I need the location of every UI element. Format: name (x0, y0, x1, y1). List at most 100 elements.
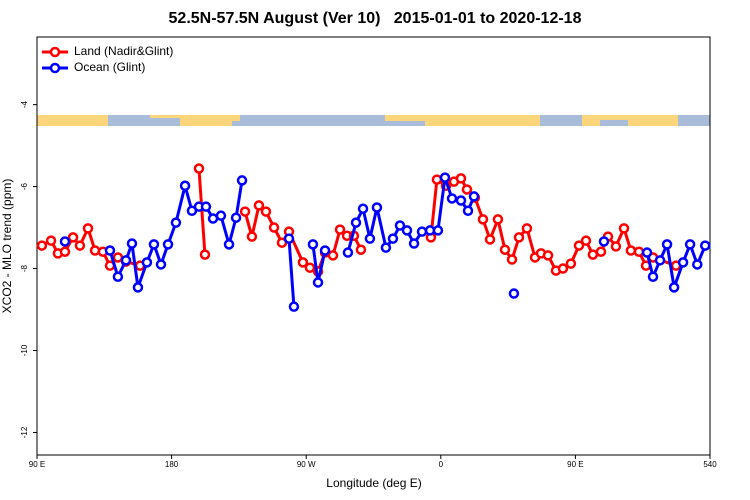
data-point (297, 257, 309, 268)
data-point (387, 233, 399, 244)
data-point (59, 246, 71, 257)
data-point (401, 225, 413, 236)
data-point (239, 206, 251, 217)
data-point (350, 217, 362, 228)
y-tick-label: -10 (20, 344, 29, 356)
data-point (462, 205, 474, 217)
series-line (197, 168, 207, 255)
legend-marker (49, 46, 61, 58)
data-point (82, 223, 94, 234)
data-point (587, 249, 599, 260)
data-point (120, 255, 132, 266)
data-point (304, 262, 316, 273)
x-tick-label: 540 (703, 460, 717, 469)
data-point (557, 263, 569, 274)
data-point (327, 250, 339, 261)
x-tick-label: 180 (165, 460, 179, 469)
data-point (692, 259, 703, 270)
y-tick-label: -8 (20, 264, 29, 272)
data-point (236, 175, 248, 186)
data-point (36, 240, 48, 251)
data-point (416, 226, 428, 237)
data-point (141, 257, 153, 268)
data-point (132, 282, 144, 293)
x-axis-label: Longitude (deg E) (326, 476, 421, 490)
data-point (371, 202, 383, 213)
data-point (618, 223, 630, 234)
data-point (625, 245, 637, 256)
data-point (647, 271, 659, 282)
data-point (380, 242, 392, 253)
data-point (155, 259, 167, 270)
data-point (573, 240, 585, 251)
y-tick-label: -4 (20, 101, 29, 109)
x-tick-label: 90 E (567, 460, 583, 469)
data-point (283, 233, 295, 244)
data-point (200, 201, 212, 212)
data-point (59, 236, 71, 247)
data-point (89, 245, 101, 256)
data-point (223, 239, 235, 250)
data-point (288, 301, 300, 312)
data-point (432, 225, 444, 236)
data-point (199, 249, 211, 260)
data-point (565, 258, 577, 269)
data-point (684, 239, 696, 250)
data-point (342, 247, 354, 258)
data-point (508, 288, 520, 299)
data-point (439, 172, 451, 183)
x-tick-label: 90 W (297, 460, 316, 469)
x-tick-label: 0 (439, 460, 444, 469)
series-line (108, 179, 244, 288)
y-tick-label: -6 (20, 182, 29, 190)
legend-label: Land (Nadir&Glint) (74, 44, 173, 58)
legend-marker (49, 62, 61, 74)
data-point (74, 240, 86, 251)
chart-title: 52.5N-57.5N August (Ver 10) 2015-01-01 t… (169, 10, 582, 27)
data-point (654, 255, 666, 266)
data-point (641, 247, 653, 258)
data-point (126, 238, 138, 249)
data-point (230, 212, 242, 223)
data-point (455, 195, 467, 206)
legend-label: Ocean (Glint) (74, 60, 145, 74)
data-point (148, 239, 160, 250)
data-point (408, 238, 420, 249)
data-point (179, 180, 191, 192)
data-point (312, 277, 324, 288)
data-point (268, 222, 280, 233)
data-point (455, 173, 467, 184)
data-point (45, 235, 57, 246)
data-point (446, 193, 458, 204)
data-point (112, 252, 124, 263)
data-point (246, 231, 258, 242)
data-point (598, 236, 610, 247)
data-point (542, 250, 554, 261)
data-point (355, 244, 367, 255)
data-point (677, 257, 689, 268)
data-point (193, 163, 205, 174)
data-point (633, 246, 645, 257)
data-point (580, 235, 592, 246)
data-point (104, 245, 116, 256)
data-point (170, 217, 182, 228)
y-axis-label: XCO2 - MLO trend (ppm) (0, 179, 14, 314)
data-point (162, 239, 174, 250)
data-point (461, 184, 473, 195)
data-point (499, 244, 511, 255)
data-point (431, 174, 443, 185)
data-point (661, 239, 673, 250)
plot-frame (36, 36, 711, 456)
data-point (610, 241, 622, 252)
data-point (364, 233, 376, 244)
data-point (253, 200, 265, 211)
data-point (357, 203, 369, 214)
data-point (307, 239, 319, 250)
data-point (506, 254, 518, 265)
data-point (595, 246, 607, 257)
data-point (668, 282, 680, 293)
map-strip (37, 115, 710, 126)
data-point (484, 234, 496, 245)
data-point (699, 240, 711, 251)
